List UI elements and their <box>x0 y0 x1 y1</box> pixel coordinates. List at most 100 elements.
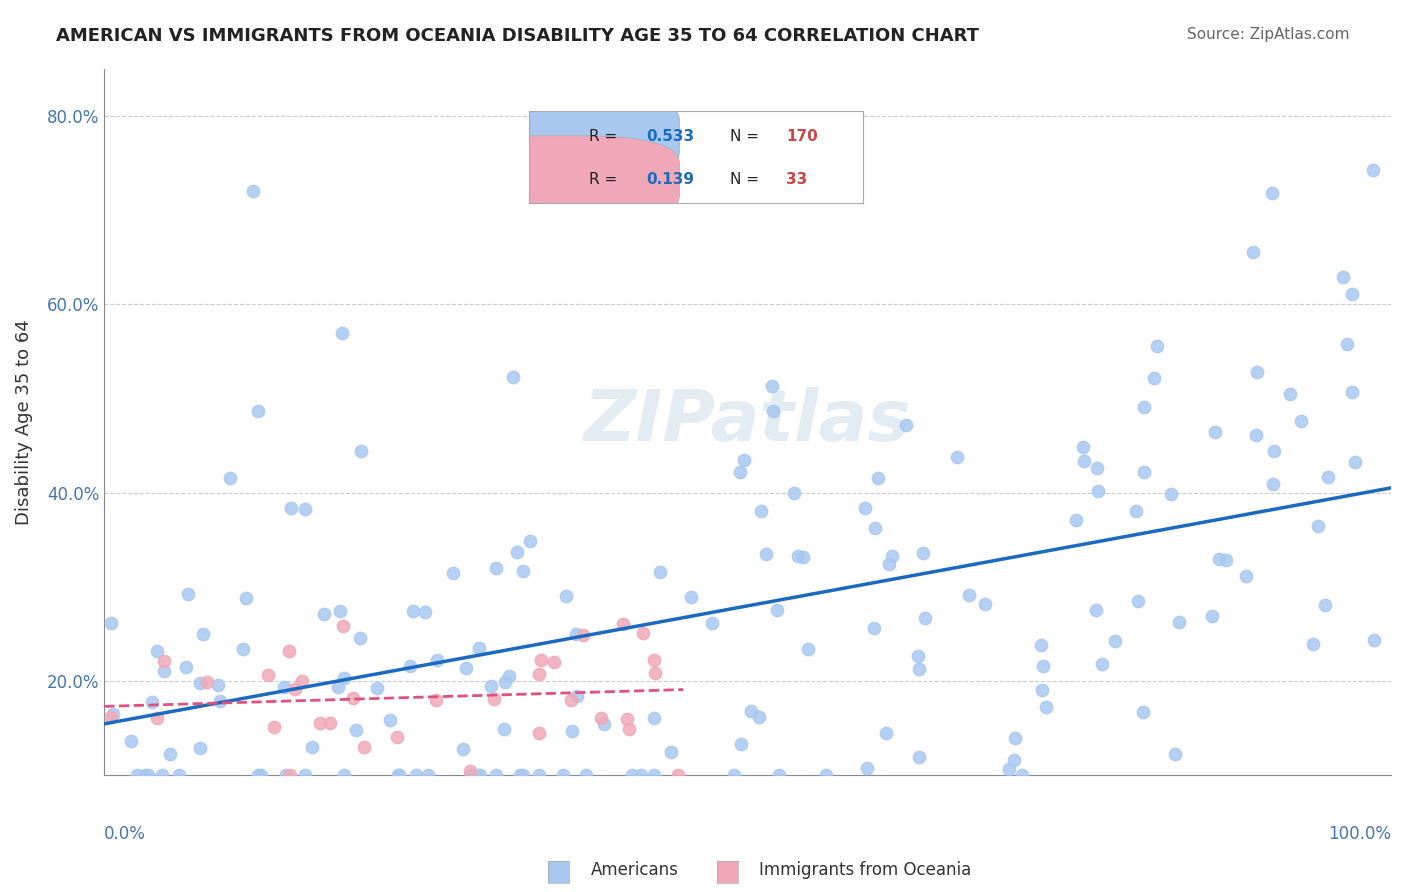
Point <box>1241 244 1264 259</box>
Point <box>103 706 125 721</box>
Point <box>441 566 464 581</box>
Point <box>766 602 789 616</box>
Point <box>1073 454 1095 468</box>
Point <box>485 768 508 782</box>
Point <box>512 768 534 782</box>
Point <box>425 693 447 707</box>
Point <box>174 659 197 673</box>
Point <box>1032 659 1054 673</box>
Point <box>250 768 273 782</box>
Point <box>1336 337 1358 351</box>
Point <box>855 761 877 775</box>
Point <box>405 768 427 782</box>
Point <box>138 768 160 782</box>
Point <box>761 379 783 393</box>
Point <box>1341 286 1364 301</box>
Point <box>134 768 156 782</box>
Point <box>617 722 640 736</box>
Point <box>413 605 436 619</box>
Point <box>152 768 174 782</box>
Text: ZIPatlas: ZIPatlas <box>583 387 911 457</box>
Point <box>125 768 148 782</box>
Point <box>543 656 565 670</box>
Point <box>509 768 531 782</box>
Point <box>728 465 751 479</box>
Point <box>912 546 935 560</box>
Point <box>998 762 1021 776</box>
Point <box>1204 425 1226 440</box>
Point <box>100 615 122 630</box>
Point <box>342 691 364 706</box>
Point <box>644 665 666 680</box>
Point <box>465 768 488 782</box>
Point <box>1263 444 1285 458</box>
Point <box>366 681 388 695</box>
Point <box>643 653 665 667</box>
Point <box>333 671 356 685</box>
Point <box>235 591 257 605</box>
Point <box>945 450 967 464</box>
Point <box>853 500 876 515</box>
Point <box>591 711 613 725</box>
Point <box>418 768 440 782</box>
Point <box>1261 186 1284 200</box>
Point <box>567 690 589 704</box>
Point <box>643 711 665 725</box>
Point <box>751 504 773 518</box>
Point <box>908 750 931 764</box>
Point <box>908 662 931 676</box>
Point <box>1244 428 1267 442</box>
Point <box>1315 599 1337 613</box>
Point <box>451 742 474 756</box>
Point <box>167 768 190 782</box>
Point <box>482 692 505 706</box>
Point <box>630 768 652 782</box>
Point <box>1085 603 1108 617</box>
Point <box>1344 455 1367 469</box>
Point <box>527 768 550 782</box>
Point <box>1168 615 1191 629</box>
Point <box>621 768 644 782</box>
Point <box>294 502 316 516</box>
Point <box>399 659 422 673</box>
Point <box>256 668 278 682</box>
Point <box>880 549 903 563</box>
Point <box>274 768 297 782</box>
Point <box>560 692 582 706</box>
Point <box>659 746 682 760</box>
Point <box>768 768 790 782</box>
Point <box>1302 637 1324 651</box>
Text: 100.0%: 100.0% <box>1329 825 1391 843</box>
Point <box>153 654 176 668</box>
Point <box>329 604 352 618</box>
Point <box>188 676 211 690</box>
Point <box>278 768 301 782</box>
Point <box>353 739 375 754</box>
Point <box>188 741 211 756</box>
Point <box>209 694 232 708</box>
Point <box>748 710 770 724</box>
Point <box>294 768 316 782</box>
Point <box>263 720 285 734</box>
Point <box>401 604 423 618</box>
Point <box>1362 633 1385 648</box>
Point <box>877 557 900 571</box>
Point <box>328 680 350 694</box>
Point <box>278 644 301 658</box>
Point <box>796 642 818 657</box>
Point <box>346 723 368 737</box>
Point <box>1125 504 1147 518</box>
Point <box>177 586 200 600</box>
Point <box>1164 747 1187 762</box>
Point <box>564 626 586 640</box>
Point <box>1087 483 1109 498</box>
Point <box>1128 593 1150 607</box>
Point <box>561 724 583 739</box>
Point <box>792 550 814 565</box>
Point <box>700 615 723 630</box>
Point <box>1035 700 1057 714</box>
Point <box>1331 269 1354 284</box>
Point <box>1246 365 1268 379</box>
Point <box>468 640 491 655</box>
Point <box>762 404 785 418</box>
